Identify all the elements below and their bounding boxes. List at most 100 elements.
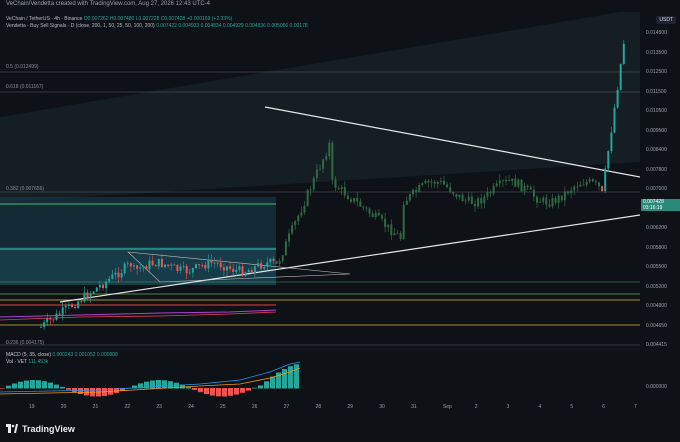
footer: TradingView [0, 416, 680, 442]
candle-body [77, 301, 80, 308]
candle-body [300, 212, 303, 216]
macd-bar [222, 388, 227, 397]
candle-body [598, 182, 600, 187]
trendline-upper [264, 106, 641, 178]
candle-body [142, 266, 145, 268]
candle-body [167, 264, 170, 266]
candle-body [418, 185, 421, 192]
candle-body [607, 151, 610, 169]
header-creator: VeChain/Vendetta created with TradingVie… [6, 1, 211, 7]
candle-body [319, 168, 321, 170]
candle-body [526, 185, 529, 188]
candle-body [563, 191, 566, 201]
macd-bar [156, 380, 161, 389]
chart-svg[interactable] [0, 12, 641, 412]
candle-body [129, 263, 132, 267]
macd-bar [24, 380, 29, 389]
candle-body [117, 272, 120, 278]
candle-body [346, 195, 349, 200]
candle-body [145, 266, 148, 270]
candle-body [458, 194, 461, 198]
macd-bar [216, 388, 221, 397]
candle-body [334, 179, 337, 189]
candle-body [359, 201, 362, 207]
time-tick: 19 [29, 404, 35, 410]
macd-bar [282, 369, 287, 389]
time-tick: 21 [92, 404, 99, 410]
candle-body [353, 197, 356, 202]
candle-body [222, 267, 225, 271]
macd-bar [60, 386, 65, 389]
candle-body [297, 215, 300, 222]
candle-body [291, 225, 294, 234]
candle-body [98, 284, 101, 288]
candle-body [343, 186, 346, 196]
price-tick: 0.004900 [646, 303, 667, 309]
candle-body [120, 273, 123, 278]
candle-body [250, 270, 253, 274]
candle-body [173, 264, 176, 266]
candle-body [213, 262, 216, 264]
price-tick: 0.008400 [646, 147, 667, 153]
candle-body [272, 258, 275, 261]
price-axis[interactable]: USDT 0.014500 0.013500 0.012500 0.011500 0.0… [640, 12, 680, 412]
candle-body [421, 183, 424, 186]
candle-body [331, 142, 334, 180]
candle-body [52, 319, 55, 321]
candle-body [123, 263, 126, 274]
time-axis[interactable]: 19 20 21 22 23 24 25 26 27 28 29 30 31 Sep 2 3 4 5 6 7 [0, 402, 640, 416]
candle-body [616, 89, 619, 108]
candle-body [102, 284, 104, 289]
candle-body [436, 182, 439, 184]
candle-body [356, 197, 359, 202]
time-tick: Sep [442, 404, 452, 410]
macd-bar [264, 381, 269, 389]
candle-body [557, 195, 560, 203]
candle-body [92, 291, 95, 294]
currency-badge[interactable]: USDT [656, 16, 676, 24]
candle-body [58, 313, 61, 315]
purple-ma [0, 309, 277, 318]
macd-bar [240, 388, 245, 393]
candle-body [207, 259, 210, 269]
time-tick: 2 [474, 404, 478, 410]
candle-body [281, 255, 284, 261]
candle-body [415, 189, 418, 192]
price-tick: 0.009500 [646, 127, 667, 134]
candle-body [505, 179, 507, 182]
macd-line [0, 361, 301, 393]
footer-brand[interactable]: TradingView [22, 424, 75, 434]
macd-signal-line [0, 367, 301, 395]
price-tick: 0.013500 [646, 49, 667, 56]
candle-body [532, 189, 535, 197]
price-tick: 0.006200 [646, 225, 667, 231]
macd-bar [246, 388, 251, 391]
fib-label-0236: 0.236 (0.004175) [6, 340, 45, 346]
candle-body [64, 305, 67, 308]
candle-body [238, 266, 241, 270]
chart-area[interactable]: VeChain / TetherUS · 4h · Binance O0.007… [0, 12, 641, 412]
price-tick: 0.011500 [646, 88, 667, 95]
candle-body [514, 178, 517, 187]
candle-body [613, 107, 616, 133]
candle-body [74, 307, 77, 308]
macd-bar [150, 380, 155, 389]
candlestick-series [40, 39, 625, 330]
candle-body [216, 262, 219, 264]
candle-body [390, 224, 393, 236]
candle-body [83, 292, 86, 302]
candle-body [449, 186, 452, 193]
candle-body [154, 264, 157, 267]
time-tick: 23 [156, 404, 162, 410]
candle-body [498, 180, 501, 184]
time-tick: 26 [251, 404, 258, 410]
candle-body [241, 266, 244, 276]
candle-body [495, 183, 498, 186]
candle-body [365, 207, 368, 209]
candle-body [455, 194, 458, 198]
candle-body [164, 264, 166, 268]
candle-body [554, 197, 557, 203]
time-tick: 7 [634, 404, 637, 410]
candle-body [492, 185, 495, 194]
candle-body [278, 260, 281, 264]
